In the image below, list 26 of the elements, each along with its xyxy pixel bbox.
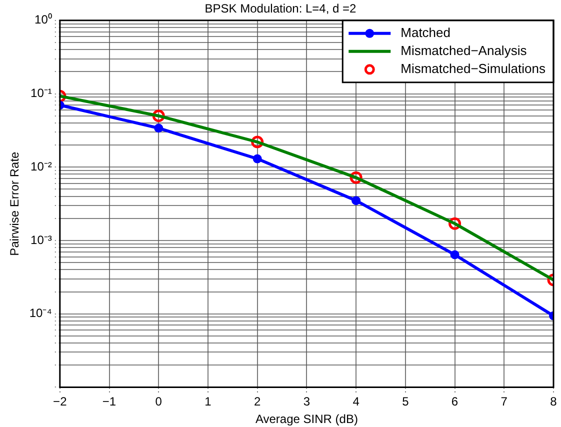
y-tick-label: 10⁻³ xyxy=(30,232,52,247)
x-tick-label: −1 xyxy=(102,394,116,409)
x-tick-label: 1 xyxy=(204,394,212,409)
point xyxy=(352,196,361,206)
x-tick-label: −2 xyxy=(53,394,68,409)
chart-title: BPSK Modulation: L=4, d =2 xyxy=(204,2,357,16)
point xyxy=(450,250,460,260)
y-tick-label: 10⁻¹ xyxy=(30,86,52,100)
x-tick-label: 0 xyxy=(155,394,162,409)
x-tick-label: 7 xyxy=(500,394,508,409)
x-axis-title: Average SINR (dB) xyxy=(255,412,358,426)
point xyxy=(154,124,164,133)
legend-label: Mismatched−Simulations xyxy=(400,60,546,76)
x-tick-label: 3 xyxy=(303,394,310,409)
point xyxy=(252,154,262,164)
y-tick-label: 10⁻² xyxy=(30,159,52,174)
x-tick-label: 2 xyxy=(254,394,261,409)
x-tick-label: 6 xyxy=(451,394,458,409)
legend-label: Matched xyxy=(400,24,451,40)
legend-label: Mismatched−Analysis xyxy=(400,42,528,58)
y-axis-title: Pairwise Error Rate xyxy=(8,151,22,256)
y-tick-label: 10⁻⁴ xyxy=(29,306,52,320)
x-tick-label: 5 xyxy=(402,394,410,409)
y-tick-label: 10⁰ xyxy=(34,12,52,27)
x-tick-label: 8 xyxy=(550,394,558,409)
x-tick-label: 4 xyxy=(352,394,360,409)
